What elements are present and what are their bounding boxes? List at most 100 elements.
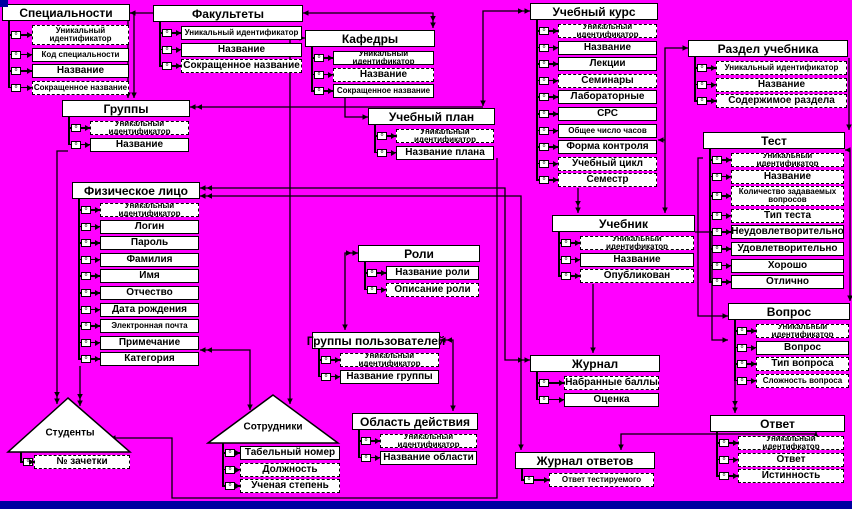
- attribute-arrow-icon: [553, 177, 558, 184]
- attribute-box[interactable]: Логин: [100, 219, 199, 234]
- attribute-box[interactable]: Уникальный идентификатор: [90, 121, 189, 135]
- attribute-box[interactable]: Уникальный идентификатор: [756, 324, 849, 338]
- entity-title-faculties[interactable]: Факультеты: [153, 5, 303, 22]
- entity-title-scope[interactable]: Область действия: [352, 413, 478, 430]
- attribute-box[interactable]: Табельный номер: [240, 446, 340, 460]
- category-triangle-employees[interactable]: [206, 393, 342, 447]
- attribute-box[interactable]: Название: [181, 42, 302, 57]
- attribute-arrow-icon: [95, 223, 100, 230]
- attribute-box[interactable]: Лабораторные: [558, 90, 657, 105]
- attribute-box[interactable]: Название: [333, 67, 434, 82]
- attribute-box[interactable]: Уникальный идентификатор: [181, 26, 302, 40]
- attribute-box[interactable]: Уникальный идентификатор: [580, 236, 694, 250]
- connector-line: [200, 349, 251, 410]
- attribute-box[interactable]: Описание роли: [386, 282, 479, 297]
- attribute-box[interactable]: Название: [580, 252, 694, 267]
- attribute-box[interactable]: Уникальный идентификатор: [380, 434, 477, 448]
- attribute-box[interactable]: Сокращенное название: [32, 80, 129, 95]
- attribute-box[interactable]: Уникальный идентификатор: [716, 61, 847, 75]
- entity-title-groups[interactable]: Группы: [62, 100, 190, 117]
- entity-title-question[interactable]: Вопрос: [728, 303, 850, 320]
- attribute-optionality-marker-icon: o: [712, 261, 722, 270]
- attribute-box[interactable]: Тип вопроса: [756, 357, 849, 372]
- attribute-box[interactable]: Фамилия: [100, 252, 199, 267]
- attribute-box[interactable]: Название: [731, 169, 844, 184]
- attribute-box[interactable]: Дата рождения: [100, 302, 199, 317]
- attribute-box[interactable]: Примечание: [100, 335, 199, 350]
- attribute-box[interactable]: Название: [90, 137, 189, 152]
- attribute-box[interactable]: Уникальный идентификатор: [333, 51, 434, 65]
- entity-title-answer[interactable]: Ответ: [710, 415, 845, 432]
- entity-title-test[interactable]: Тест: [703, 132, 845, 149]
- entity-title-user-groups[interactable]: Группы пользователей: [306, 332, 446, 349]
- attribute-box[interactable]: Ученая степень: [240, 479, 340, 494]
- attribute-box[interactable]: Категория: [100, 352, 199, 367]
- category-triangle-students[interactable]: [6, 396, 134, 456]
- attribute-box[interactable]: Должность: [240, 462, 340, 477]
- attribute-arrow-icon: [553, 160, 558, 167]
- attribute-box[interactable]: Название: [716, 77, 847, 92]
- attribute-box[interactable]: Электронная почта: [100, 319, 199, 334]
- attribute-box[interactable]: Сокращенное название: [333, 84, 434, 99]
- triangle-shape[interactable]: [206, 394, 341, 444]
- attribute-box[interactable]: Содержимое раздела: [716, 94, 847, 109]
- attribute-box[interactable]: Уникальный идентификатор: [558, 24, 657, 38]
- attribute-box[interactable]: Вопрос: [756, 340, 849, 355]
- entity-title-specialties[interactable]: Специальности: [2, 4, 130, 21]
- attribute-box[interactable]: Тип теста: [731, 208, 844, 223]
- entity-title-journal[interactable]: Журнал: [530, 355, 660, 372]
- entity-title-roles[interactable]: Роли: [358, 245, 480, 262]
- attribute-box[interactable]: Название роли: [386, 266, 479, 280]
- connector-line: [200, 187, 530, 361]
- attribute-box[interactable]: Отчество: [100, 286, 199, 300]
- attribute-box[interactable]: Форма контроля: [558, 140, 657, 155]
- attribute-box[interactable]: Название области: [380, 450, 477, 465]
- attribute-box[interactable]: Уникальный идентификатор: [32, 25, 129, 45]
- attribute-box[interactable]: Оценка: [564, 392, 659, 407]
- entity-title-person[interactable]: Физическое лицо: [72, 182, 200, 199]
- attribute-box[interactable]: Сокращенное название: [181, 59, 302, 74]
- attribute-box[interactable]: Уникальный идентификатор: [396, 129, 494, 143]
- entity-title-textbook[interactable]: Учебник: [552, 215, 695, 232]
- attribute-box[interactable]: СРС: [558, 107, 657, 121]
- entity-title-departments[interactable]: Кафедры: [305, 30, 435, 47]
- attribute-box[interactable]: Уникальный идентифкатор: [738, 436, 844, 450]
- attribute-box[interactable]: Учебный цикл: [558, 156, 657, 171]
- attribute-box[interactable]: Код специальности: [32, 47, 129, 62]
- entity-title-course[interactable]: Учебный курс: [530, 3, 658, 20]
- attribute-box[interactable]: Название группы: [340, 369, 439, 384]
- attribute-box[interactable]: Лекции: [558, 57, 657, 72]
- entity-title-answer-journal[interactable]: Журнал ответов: [515, 452, 655, 469]
- entity-journal: Журнал Набранные баллы o Оценка o: [530, 355, 660, 407]
- attribute-box[interactable]: Уникальный идентификатор: [731, 153, 844, 167]
- attribute-box[interactable]: Уникальный идентификатор: [100, 203, 199, 217]
- attribute-box[interactable]: Пароль: [100, 236, 199, 251]
- attribute-box[interactable]: Опубликован: [580, 269, 694, 284]
- attribute-box[interactable]: Сложность вопроса: [756, 373, 849, 388]
- attribute-box[interactable]: Набранные баллы: [564, 376, 659, 390]
- attribute-box[interactable]: Ответ тестируемого: [549, 473, 654, 487]
- attribute-box[interactable]: Удовлетворительно: [731, 242, 844, 256]
- entity-title-curriculum[interactable]: Учебный план: [368, 108, 495, 125]
- connector-line: [346, 250, 352, 256]
- attribute-box[interactable]: Уникальный идентификатор: [340, 353, 439, 367]
- attribute-box[interactable]: Название: [558, 40, 657, 55]
- attribute-box[interactable]: Название плана: [396, 145, 494, 160]
- attribute-box[interactable]: Количество задаваемых вопросов: [731, 186, 844, 207]
- attribute-box[interactable]: Истинность: [738, 469, 844, 484]
- attribute-box[interactable]: Отлично: [731, 275, 844, 290]
- attribute-box[interactable]: Название: [32, 64, 129, 79]
- attribute-arrow-icon: [95, 323, 100, 330]
- entity-title-textbook-section[interactable]: Раздел учебника: [688, 40, 848, 57]
- attribute-box[interactable]: Имя: [100, 269, 199, 284]
- attribute-arrow-icon: [335, 373, 340, 380]
- attribute-box[interactable]: Семинары: [558, 73, 657, 88]
- attribute-box[interactable]: № зачетки: [34, 455, 130, 469]
- attribute-box[interactable]: Неудовлетворительно: [731, 225, 844, 240]
- attribute-box[interactable]: Хорошо: [731, 258, 844, 273]
- attribute-optionality-marker-icon: o: [367, 269, 377, 277]
- attribute-box[interactable]: Семестр: [558, 173, 657, 188]
- attribute-box[interactable]: Общее число часов: [558, 123, 657, 138]
- attribute-box[interactable]: Ответ: [738, 452, 844, 467]
- triangle-shape[interactable]: [6, 396, 133, 453]
